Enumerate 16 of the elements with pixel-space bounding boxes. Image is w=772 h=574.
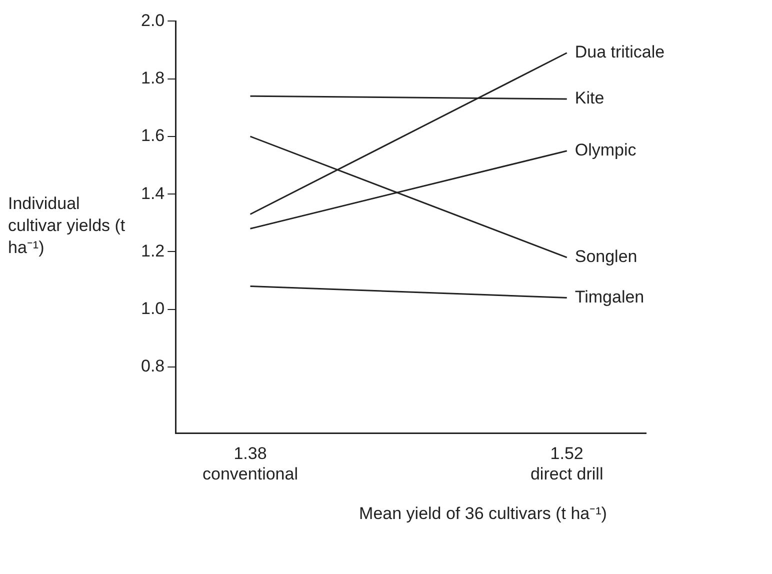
x-axis-title: Mean yield of 36 cultivars (t ha⁻¹) [358, 503, 608, 525]
y-axis-title: Individual cultivar yields (t ha⁻¹) [8, 193, 126, 259]
y-tick-label: 0.8 [140, 356, 165, 376]
series-label: Dua triticale [574, 42, 665, 62]
y-tick-label: 1.0 [140, 299, 165, 318]
y-tick-label: 1.4 [140, 184, 165, 203]
y-tick-label: 1.8 [140, 68, 165, 88]
series-label: Songlen [574, 247, 638, 266]
series-label: Kite [574, 88, 604, 108]
y-tick-label: 2.0 [140, 10, 165, 30]
x-tick-label: 1.38 conventional [202, 444, 298, 484]
series-label: Olympic [574, 140, 637, 160]
series-label: Timgalen [574, 287, 644, 306]
x-tick-label: 1.52 direct drill [530, 444, 604, 484]
y-tick-label: 1.2 [140, 241, 165, 260]
y-tick-label: 1.6 [140, 126, 165, 146]
